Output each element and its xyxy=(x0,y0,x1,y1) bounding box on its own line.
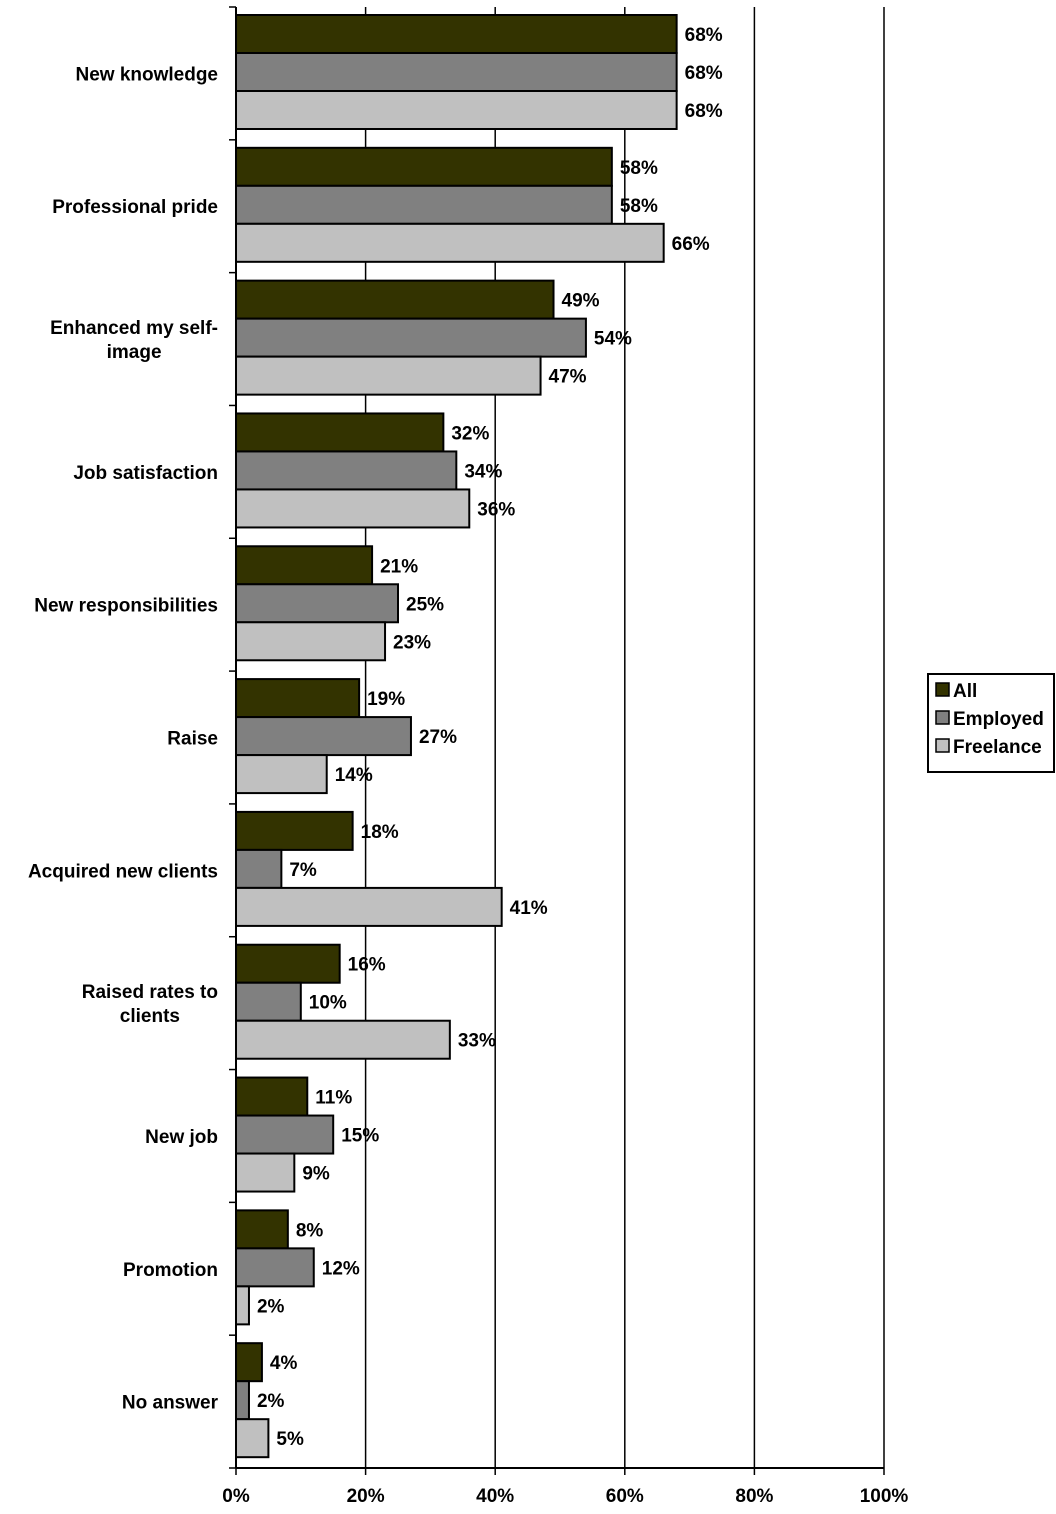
legend-swatch-freelance xyxy=(935,738,950,753)
data-label: 66% xyxy=(672,234,710,255)
bar-new-knowledge-freelance xyxy=(235,90,678,130)
data-label: 8% xyxy=(296,1220,324,1241)
data-label: 4% xyxy=(270,1353,298,1374)
data-label: 12% xyxy=(322,1258,360,1279)
x-tick-label: 80% xyxy=(735,1486,773,1507)
category-label-new-responsibilities: New responsibilities xyxy=(34,596,218,617)
bar-acquired-new-clients-freelance xyxy=(235,886,503,927)
legend-label-freelance: Freelance xyxy=(953,737,1042,758)
bar-raised-rates-to-clients-freelance xyxy=(235,1019,451,1060)
bar-enhanced-my-self-image-employed xyxy=(235,317,587,358)
category-label-no-answer: No answer xyxy=(122,1393,219,1414)
data-label: 33% xyxy=(458,1031,496,1052)
bar-new-job-all xyxy=(235,1076,309,1117)
bar-promotion-freelance xyxy=(235,1285,250,1326)
bar-professional-pride-freelance xyxy=(235,222,665,263)
data-labels: 68% 68% 68% 58% 58% 66% 49% 54% 47% 32% 34% 36% 21% 2… xyxy=(257,25,723,1450)
data-label: 36% xyxy=(477,499,515,520)
category-label-raised-rates-to-clients: Raised rates to clients xyxy=(82,982,218,1027)
data-label: 10% xyxy=(309,993,347,1014)
category-label-new-knowledge: New knowledge xyxy=(75,64,218,85)
data-label: 58% xyxy=(620,158,658,179)
bar-raised-rates-to-clients-all xyxy=(235,943,341,984)
bar-acquired-new-clients-all xyxy=(235,810,354,851)
data-label: 21% xyxy=(380,556,418,577)
axes xyxy=(229,6,885,1475)
bar-new-knowledge-all xyxy=(235,14,678,54)
data-label: 47% xyxy=(549,367,587,388)
bar-no-answer-all xyxy=(235,1342,263,1383)
bar-new-responsibilities-freelance xyxy=(235,621,387,662)
x-tick-label: 0% xyxy=(222,1486,250,1507)
category-label-professional-pride: Professional pride xyxy=(52,197,218,218)
legend-label-all: All xyxy=(953,681,977,702)
bar-new-job-employed xyxy=(235,1114,335,1155)
bar-raise-employed xyxy=(235,716,412,757)
data-label: 34% xyxy=(464,461,502,482)
data-label: 68% xyxy=(685,25,723,46)
data-label: 11% xyxy=(315,1088,352,1109)
legend-swatch-employed xyxy=(935,710,950,725)
x-tick-label: 40% xyxy=(476,1486,514,1507)
bar-acquired-new-clients-employed xyxy=(235,848,283,889)
category-label-enhanced-my-self-image: Enhanced my self-image xyxy=(50,318,218,363)
bar-new-responsibilities-employed xyxy=(235,583,399,624)
bar-enhanced-my-self-image-freelance xyxy=(235,355,542,396)
data-label: 7% xyxy=(289,860,317,881)
data-label: 2% xyxy=(257,1391,285,1412)
data-label: 23% xyxy=(393,632,431,653)
category-label-new-job: New job xyxy=(145,1127,218,1148)
bar-enhanced-my-self-image-all xyxy=(235,279,555,320)
bar-new-knowledge-employed xyxy=(235,52,678,92)
bar-job-satisfaction-employed xyxy=(235,450,458,491)
category-label-acquired-new-clients: Acquired new clients xyxy=(28,861,218,882)
category-label-job-satisfaction: Job satisfaction xyxy=(73,463,218,484)
bar-job-satisfaction-freelance xyxy=(235,488,471,529)
x-tick-labels: 0% 20% 40% 60% 80% 100% xyxy=(222,1486,908,1507)
legend: All Employed Freelance xyxy=(927,673,1055,773)
bar-professional-pride-employed xyxy=(235,184,613,225)
bar-job-satisfaction-all xyxy=(235,412,445,453)
bar-no-answer-freelance xyxy=(235,1418,270,1459)
data-label: 19% xyxy=(367,689,405,710)
bar-raised-rates-to-clients-employed xyxy=(235,981,302,1022)
data-label: 15% xyxy=(341,1126,379,1147)
legend-swatch-all xyxy=(935,682,950,697)
data-label: 58% xyxy=(620,196,658,217)
x-tick-label: 20% xyxy=(347,1486,385,1507)
data-label: 68% xyxy=(685,63,723,84)
bar-promotion-employed xyxy=(235,1247,315,1288)
bar-raise-freelance xyxy=(235,754,328,795)
bar-new-responsibilities-all xyxy=(235,545,374,586)
x-tick-label: 60% xyxy=(606,1486,644,1507)
bar-professional-pride-all xyxy=(235,146,613,187)
data-label: 5% xyxy=(276,1429,304,1450)
data-label: 16% xyxy=(348,955,386,976)
data-label: 54% xyxy=(594,329,632,350)
data-label: 18% xyxy=(361,822,399,843)
data-label: 14% xyxy=(335,765,373,786)
data-label: 9% xyxy=(302,1164,330,1185)
bars xyxy=(235,14,678,1459)
data-label: 25% xyxy=(406,594,444,615)
data-label: 49% xyxy=(562,291,600,312)
bar-promotion-all xyxy=(235,1209,289,1250)
data-label: 68% xyxy=(685,101,723,122)
category-label-promotion: Promotion xyxy=(123,1260,218,1281)
data-label: 41% xyxy=(510,898,548,919)
category-labels: New knowledge Professional pride Enhanced … xyxy=(28,64,219,1413)
bar-new-job-freelance xyxy=(235,1152,296,1193)
x-tick-label: 100% xyxy=(860,1486,909,1507)
data-label: 27% xyxy=(419,727,457,748)
category-label-raise: Raise xyxy=(167,729,218,750)
data-label: 2% xyxy=(257,1296,285,1317)
bar-raise-all xyxy=(235,678,361,719)
data-label: 32% xyxy=(451,423,489,444)
legend-label-employed: Employed xyxy=(953,709,1044,730)
bar-no-answer-employed xyxy=(235,1380,250,1421)
